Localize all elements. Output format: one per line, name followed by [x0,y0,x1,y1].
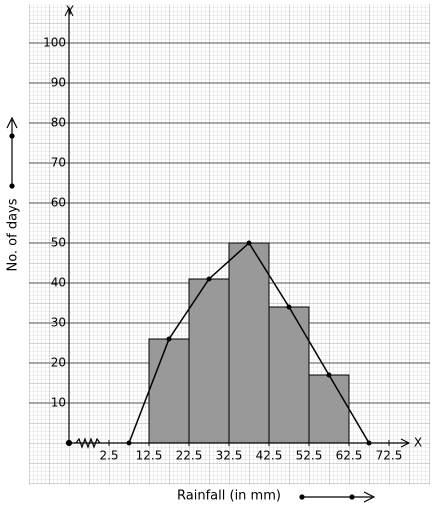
x-tick-label: 42.5 [256,449,283,463]
y-tick-label: 90 [51,76,66,90]
x-tick-label: 62.5 [336,449,363,463]
x-tick-label: 72.5 [376,449,403,463]
polygon-point [126,440,132,446]
y-tick-label: 40 [51,276,66,290]
x-axis-name: X [414,436,422,450]
polygon-point [286,304,292,310]
y-tick-label: 50 [51,236,66,250]
polygon-point [366,440,372,446]
y-axis-label: No. of days [6,198,21,271]
x-axis-label: Rainfall (in mm) [177,489,281,504]
bar [268,306,310,444]
y-tick-label: 100 [43,36,66,50]
y-tick-label: 70 [51,156,66,170]
x-tick-label: 22.5 [176,449,203,463]
y-tick-label: 60 [51,196,66,210]
bar [148,338,190,444]
y-tick-label: 30 [51,316,66,330]
y-tick-label: 20 [51,356,66,370]
polygon-point [166,336,172,342]
x-tick-label: 12.5 [136,449,163,463]
polygon-point [246,240,252,246]
decorations [6,116,376,503]
bar [308,374,350,444]
x-tick-label: 2.5 [99,449,118,463]
x-tick-label: 32.5 [216,449,243,463]
bar [228,242,270,444]
y-tick-label: 80 [51,116,66,130]
plot: 10 20 30 40 50 60 70 80 90 100 2.5 12.5 22.5 32.5 42.5… [29,6,430,463]
y-axis-name: Y [65,4,74,18]
x-axis-arrow [400,438,411,448]
polygon-point [206,276,212,282]
y-tick-label: 10 [51,396,66,410]
bar [188,278,230,444]
x-tick-label: 52.5 [296,449,323,463]
polygon-point [326,372,332,378]
y-axis-arrow [64,6,74,17]
